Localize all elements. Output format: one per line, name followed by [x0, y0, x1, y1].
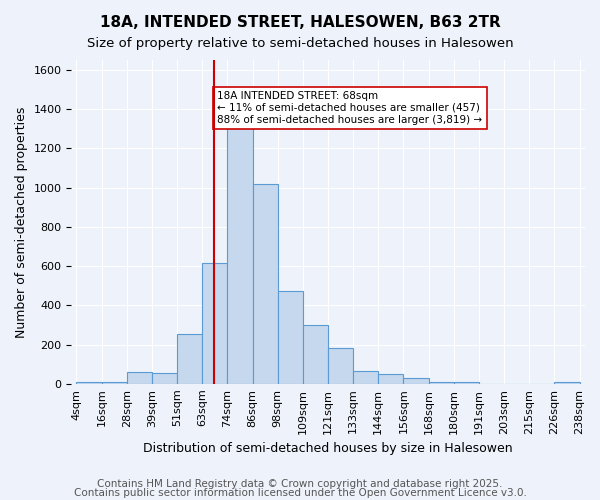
Bar — [76, 382, 101, 384]
Y-axis label: Number of semi-detached properties: Number of semi-detached properties — [15, 106, 28, 338]
Text: Contains public sector information licensed under the Open Government Licence v3: Contains public sector information licen… — [74, 488, 526, 498]
Bar — [227, 126, 253, 384]
Bar — [152, 373, 177, 384]
Bar — [303, 325, 328, 384]
Bar — [278, 290, 303, 384]
Bar — [554, 382, 580, 384]
Bar — [253, 184, 278, 384]
Bar — [353, 371, 378, 384]
Bar — [328, 348, 353, 384]
Bar — [403, 378, 428, 384]
Bar — [428, 382, 454, 384]
X-axis label: Distribution of semi-detached houses by size in Halesowen: Distribution of semi-detached houses by … — [143, 442, 513, 455]
Bar — [454, 382, 479, 384]
Text: 18A INTENDED STREET: 68sqm
← 11% of semi-detached houses are smaller (457)
88% o: 18A INTENDED STREET: 68sqm ← 11% of semi… — [217, 92, 482, 124]
Bar — [202, 263, 227, 384]
Text: Contains HM Land Registry data © Crown copyright and database right 2025.: Contains HM Land Registry data © Crown c… — [97, 479, 503, 489]
Bar — [378, 374, 403, 384]
Bar — [177, 334, 202, 384]
Bar — [127, 372, 152, 384]
Text: Size of property relative to semi-detached houses in Halesowen: Size of property relative to semi-detach… — [86, 38, 514, 51]
Text: 18A, INTENDED STREET, HALESOWEN, B63 2TR: 18A, INTENDED STREET, HALESOWEN, B63 2TR — [100, 15, 500, 30]
Bar — [101, 382, 127, 384]
